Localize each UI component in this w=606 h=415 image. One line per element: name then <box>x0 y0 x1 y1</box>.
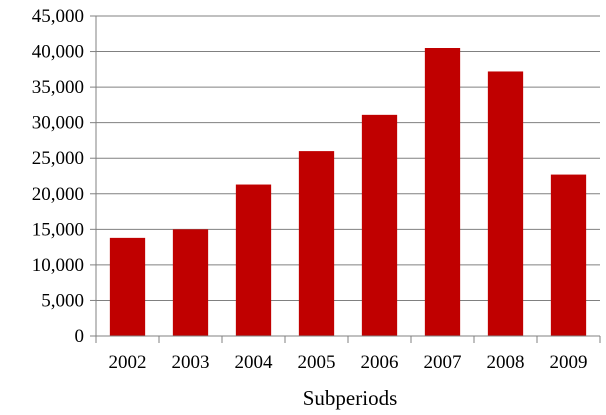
bars <box>109 48 587 336</box>
x-tick-label: 2004 <box>235 352 274 373</box>
y-tick-labels: 0 5,000 10,000 15,000 20,000 25,000 30,000 35,0… <box>32 6 84 347</box>
bar-2003 <box>172 229 209 336</box>
y-tick-label: 5,000 <box>41 290 84 311</box>
bar-2004 <box>235 184 272 336</box>
bar-2009 <box>550 174 587 336</box>
y-tick-label: 10,000 <box>32 255 84 276</box>
x-tick-label: 2009 <box>550 352 588 373</box>
y-tick-label: 40,000 <box>32 42 84 63</box>
y-tick-label: 35,000 <box>32 77 84 98</box>
x-tick-label: 2005 <box>298 352 336 373</box>
x-tick-label: 2008 <box>487 352 525 373</box>
y-tick-label: 25,000 <box>32 148 84 169</box>
x-tick-label: 2006 <box>361 352 399 373</box>
y-tick-label: 30,000 <box>32 113 84 134</box>
bar-2002 <box>109 237 146 336</box>
y-tick-label: 0 <box>75 326 85 347</box>
x-tick-label: 2007 <box>424 352 462 373</box>
bar-2006 <box>361 114 398 336</box>
x-tick-label: 2002 <box>109 352 147 373</box>
axes <box>90 15 601 343</box>
bar-2007 <box>424 48 461 336</box>
y-tick-label: 15,000 <box>32 219 84 240</box>
grid-lines <box>96 15 600 301</box>
x-tick-label: 2003 <box>172 352 210 373</box>
x-tick-labels: 2002 2003 2004 2005 2006 2007 2008 2009 <box>109 352 588 373</box>
y-tick-label: 45,000 <box>32 6 84 27</box>
x-axis-label: Subperiods <box>303 386 398 410</box>
bar-2008 <box>487 71 524 336</box>
y-tick-label: 20,000 <box>32 184 84 205</box>
bar-2005 <box>298 151 335 336</box>
